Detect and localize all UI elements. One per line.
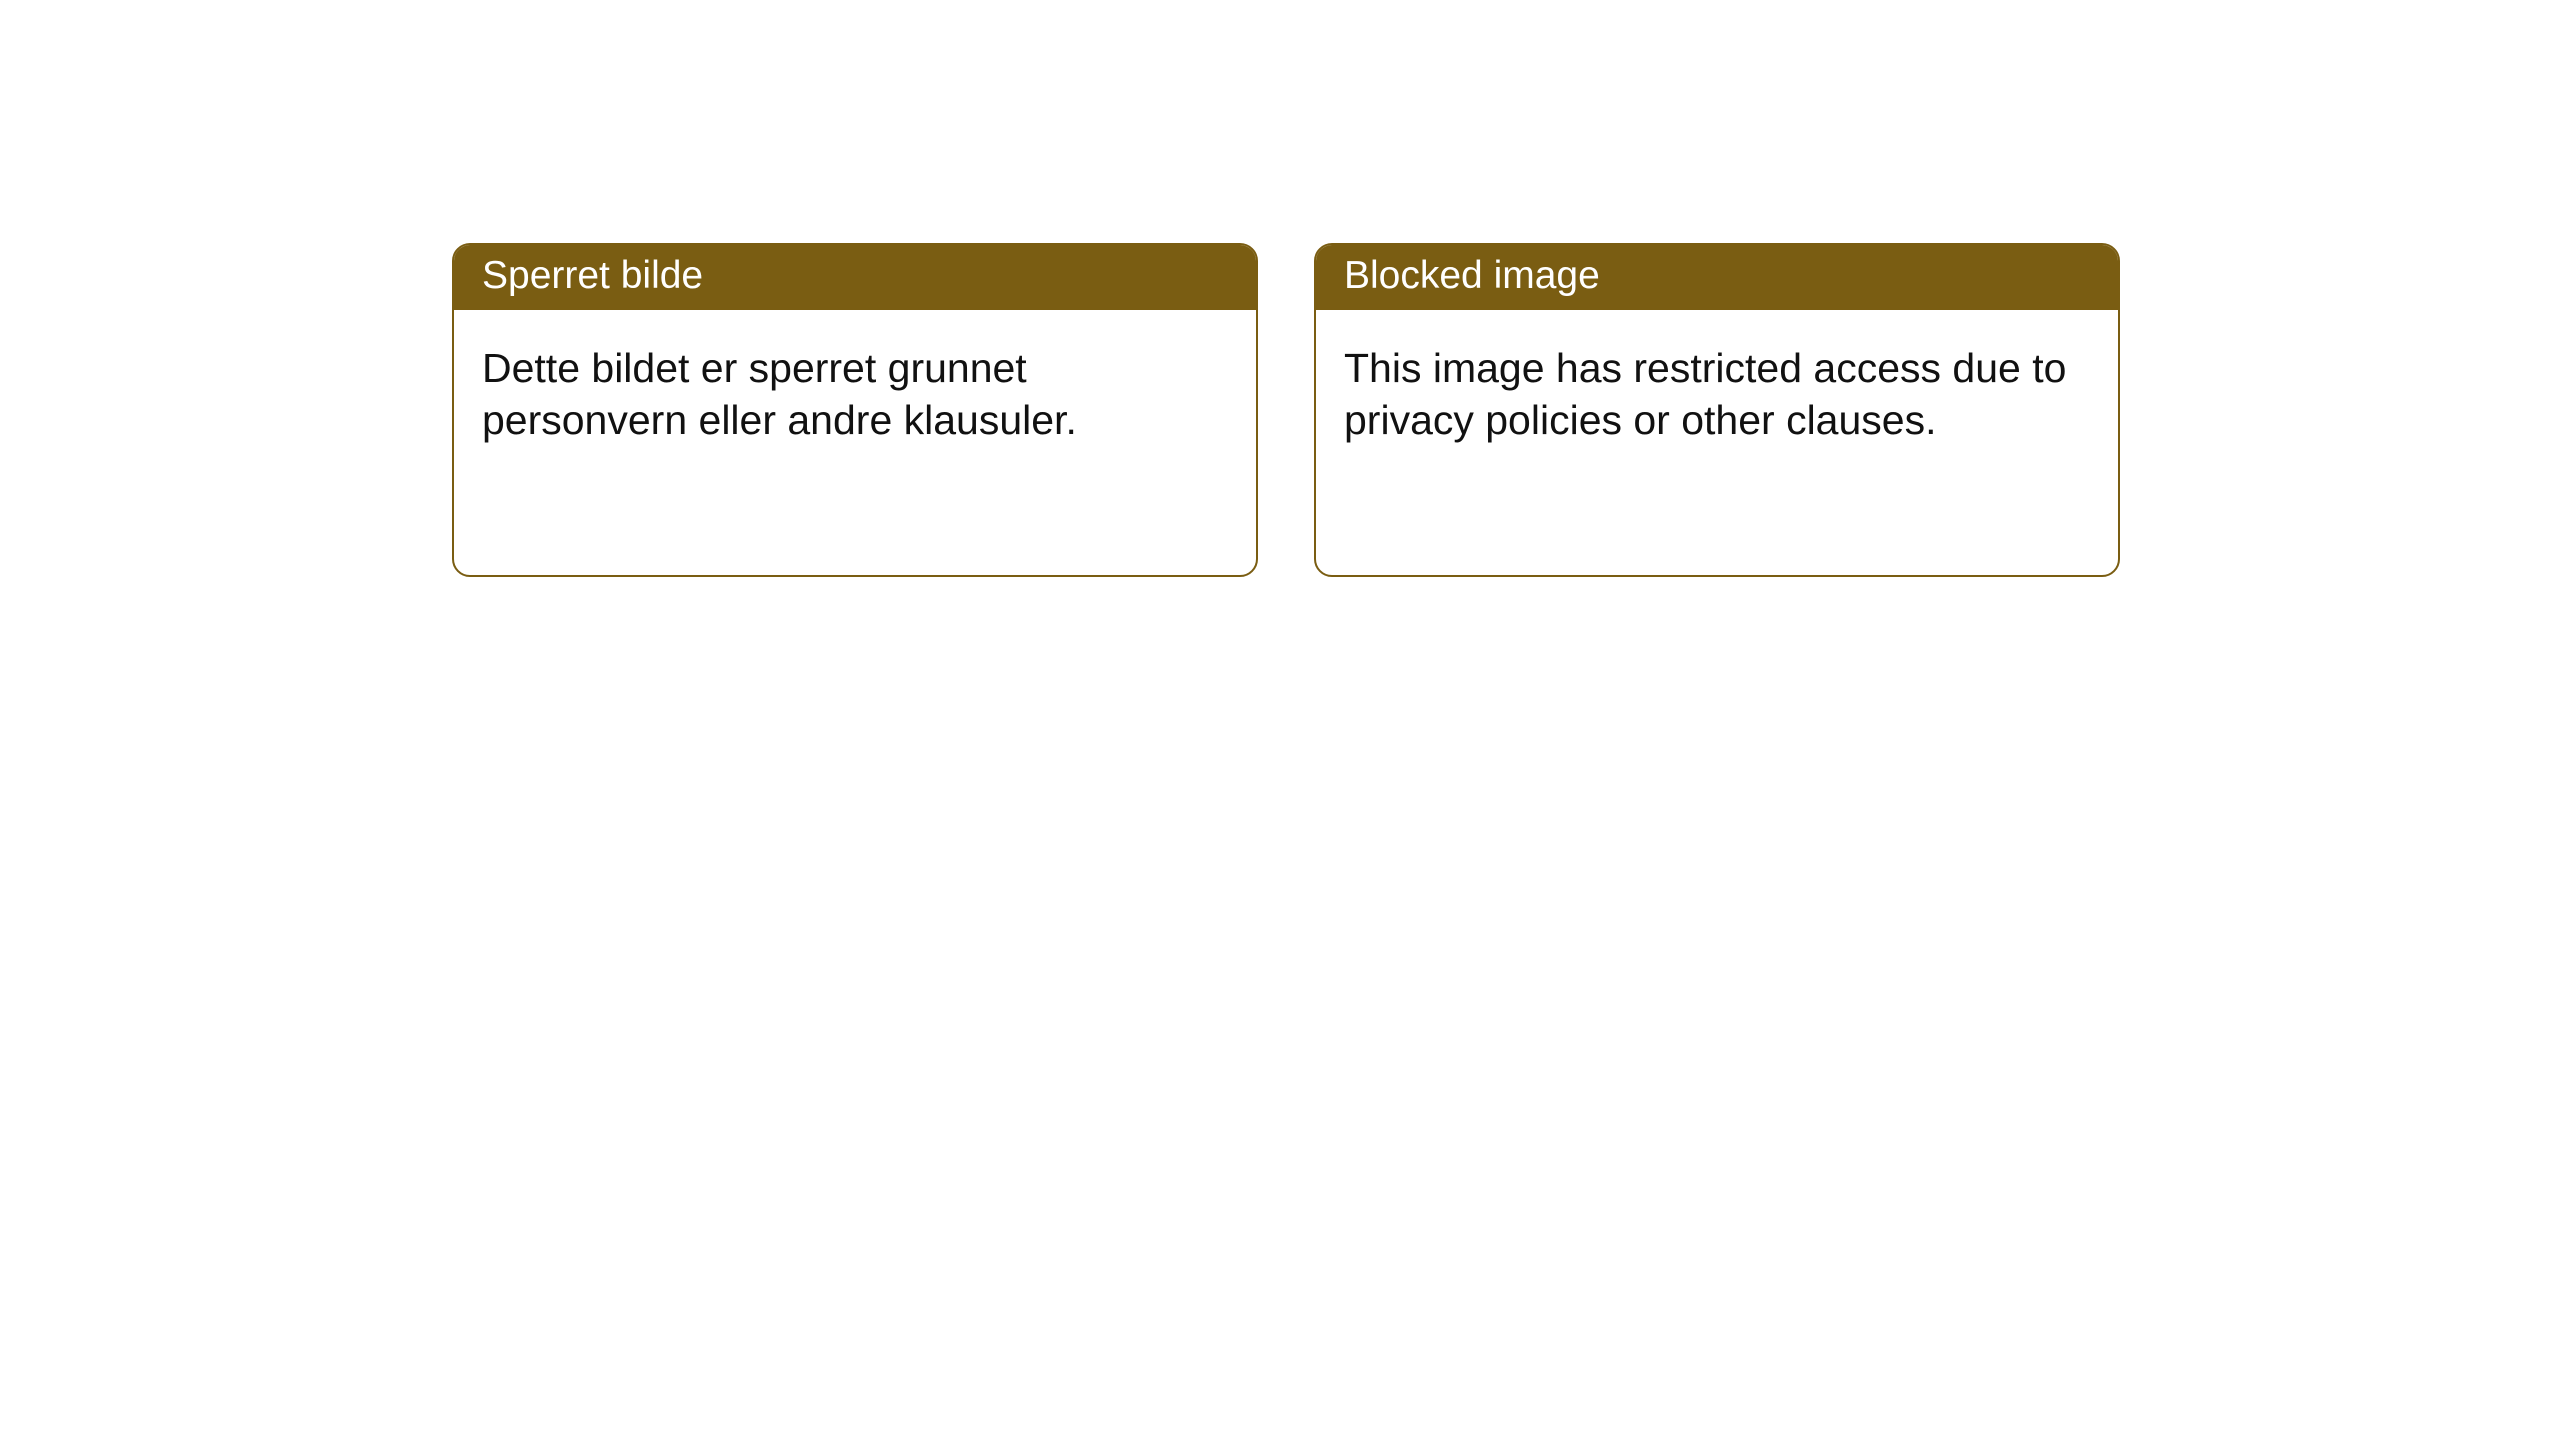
blocked-image-card-en: Blocked image This image has restricted … <box>1314 243 2120 577</box>
blocked-image-card-no: Sperret bilde Dette bildet er sperret gr… <box>452 243 1258 577</box>
card-title: Sperret bilde <box>454 245 1256 310</box>
card-title: Blocked image <box>1316 245 2118 310</box>
card-container: Sperret bilde Dette bildet er sperret gr… <box>0 0 2560 577</box>
card-body-text: This image has restricted access due to … <box>1316 310 2118 479</box>
card-body-text: Dette bildet er sperret grunnet personve… <box>454 310 1256 479</box>
